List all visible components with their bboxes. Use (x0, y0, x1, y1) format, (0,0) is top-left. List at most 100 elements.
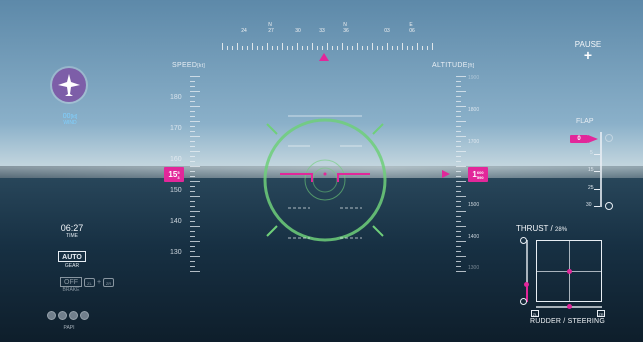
speed-tape: 180 170 160 150 140 130 (160, 74, 205, 274)
pause-icon: + (583, 47, 593, 63)
tape-tick (456, 101, 461, 102)
heading-tick (397, 46, 398, 50)
tape-tick (456, 141, 461, 142)
altitude-tick-label: 1400 (468, 234, 480, 240)
heading-tick (407, 46, 408, 50)
pause-button[interactable]: PAUSE + (566, 40, 610, 63)
tape-tick (190, 236, 195, 237)
brake-plus: + (97, 278, 102, 286)
tape-tick (456, 221, 461, 222)
rudder-position-dot (567, 304, 572, 309)
heading-tick (387, 43, 388, 50)
altitude-label: ALTITUDE[ft] (432, 62, 474, 69)
tape-tick (190, 261, 195, 262)
current-altitude-value: 1 (472, 170, 477, 179)
zr-key-icon: ZR (103, 277, 115, 287)
heading-tick (412, 46, 413, 50)
tape-tick (190, 176, 195, 177)
tape-tick (190, 136, 200, 137)
wind-value: 00 (62, 113, 71, 120)
tape-tick (456, 196, 466, 197)
flap-gauge: FLAP 0 5 15 25 30 (560, 118, 620, 213)
tape-tick (190, 156, 195, 157)
heading-cardinal: N (343, 22, 347, 28)
heading-tick (422, 46, 423, 50)
brake-control: OFF ZL + ZR BRAKE (60, 277, 130, 293)
heading-label: 06 (409, 28, 415, 34)
tape-tick (190, 211, 200, 212)
tape-tick (190, 206, 195, 207)
flap-pointer-icon (588, 135, 598, 143)
speed-tick-label: 150 (170, 187, 182, 194)
tape-tick (190, 171, 195, 172)
tape-tick (456, 161, 461, 162)
thrust-level-bar (526, 284, 528, 302)
tape-tick (190, 251, 195, 252)
speed-tick-label: 160 (170, 156, 182, 163)
tape-tick (190, 166, 200, 167)
tape-tick (190, 216, 195, 217)
tape-tick (456, 136, 466, 137)
altitude-roll-bottom: 590 (476, 174, 484, 180)
tape-tick (456, 191, 461, 192)
speed-roll-bottom: 3 (177, 174, 180, 180)
heading-tick (237, 43, 238, 50)
aircraft-badge[interactable] (52, 68, 86, 102)
speed-label: SPEED[kt] (172, 62, 205, 69)
thrust-handle[interactable] (524, 282, 529, 287)
brake-button[interactable]: OFF (60, 277, 82, 287)
tape-tick (456, 81, 461, 82)
tape-tick (456, 231, 461, 232)
speed-tick-label: 130 (170, 249, 182, 256)
heading-tick (432, 43, 433, 50)
heading-label: 30 (295, 28, 301, 34)
heading-tick (327, 43, 328, 50)
time-readout: 06:27 TIME (50, 223, 94, 239)
heading-tick (357, 43, 358, 50)
speed-label-text: SPEED (172, 62, 198, 69)
thrust-steering-pad[interactable] (516, 236, 612, 312)
tape-tick (190, 181, 200, 182)
tape-tick (190, 81, 195, 82)
thrust-value: 28 (555, 227, 562, 233)
heading-tick (297, 43, 298, 50)
tape-tick (456, 186, 461, 187)
speed-unit: [kt] (197, 63, 206, 69)
tape-tick (456, 181, 466, 182)
wind-readout: 00[kt] WIND (50, 113, 90, 126)
heading-tick (317, 46, 318, 50)
speed-tick-label: 140 (170, 218, 182, 225)
thrust-sep: / (550, 224, 553, 233)
tape-tick (456, 176, 461, 177)
gear-button[interactable]: AUTO (58, 251, 86, 262)
altitude-label-text: ALTITUDE (432, 62, 468, 69)
heading-tick (427, 46, 428, 50)
tape-tick (456, 201, 461, 202)
heading-tick (332, 46, 333, 50)
tape-tick (190, 201, 195, 202)
tape-tick (456, 266, 461, 267)
heading-tick (322, 46, 323, 50)
papi-light-icon (80, 311, 89, 320)
heading-tick (222, 43, 223, 50)
heading-tick (277, 46, 278, 50)
tape-tick (456, 151, 466, 152)
tape-tick (190, 146, 195, 147)
airplane-icon (58, 74, 80, 96)
gear-label: GEAR (64, 263, 80, 269)
heading-tick (252, 43, 253, 50)
tape-tick (190, 231, 195, 232)
tape-tick (190, 256, 200, 257)
tape-tick (190, 151, 200, 152)
tape-tick (190, 226, 200, 227)
thrust-label: THRUST / 28% (516, 224, 567, 233)
altitude-tape: 1900 1800 1700 1500 1400 1300 (452, 74, 497, 274)
heading-tick (402, 43, 403, 50)
tape-tick (456, 256, 466, 257)
heading-tick (382, 46, 383, 50)
tape-tick (456, 86, 461, 87)
tape-tick (190, 241, 200, 242)
heading-tape: 24 27 30 33 36 03 06 N N E (222, 22, 433, 50)
altitude-tick-label: 1500 (468, 202, 480, 208)
tape-tick (456, 76, 466, 77)
